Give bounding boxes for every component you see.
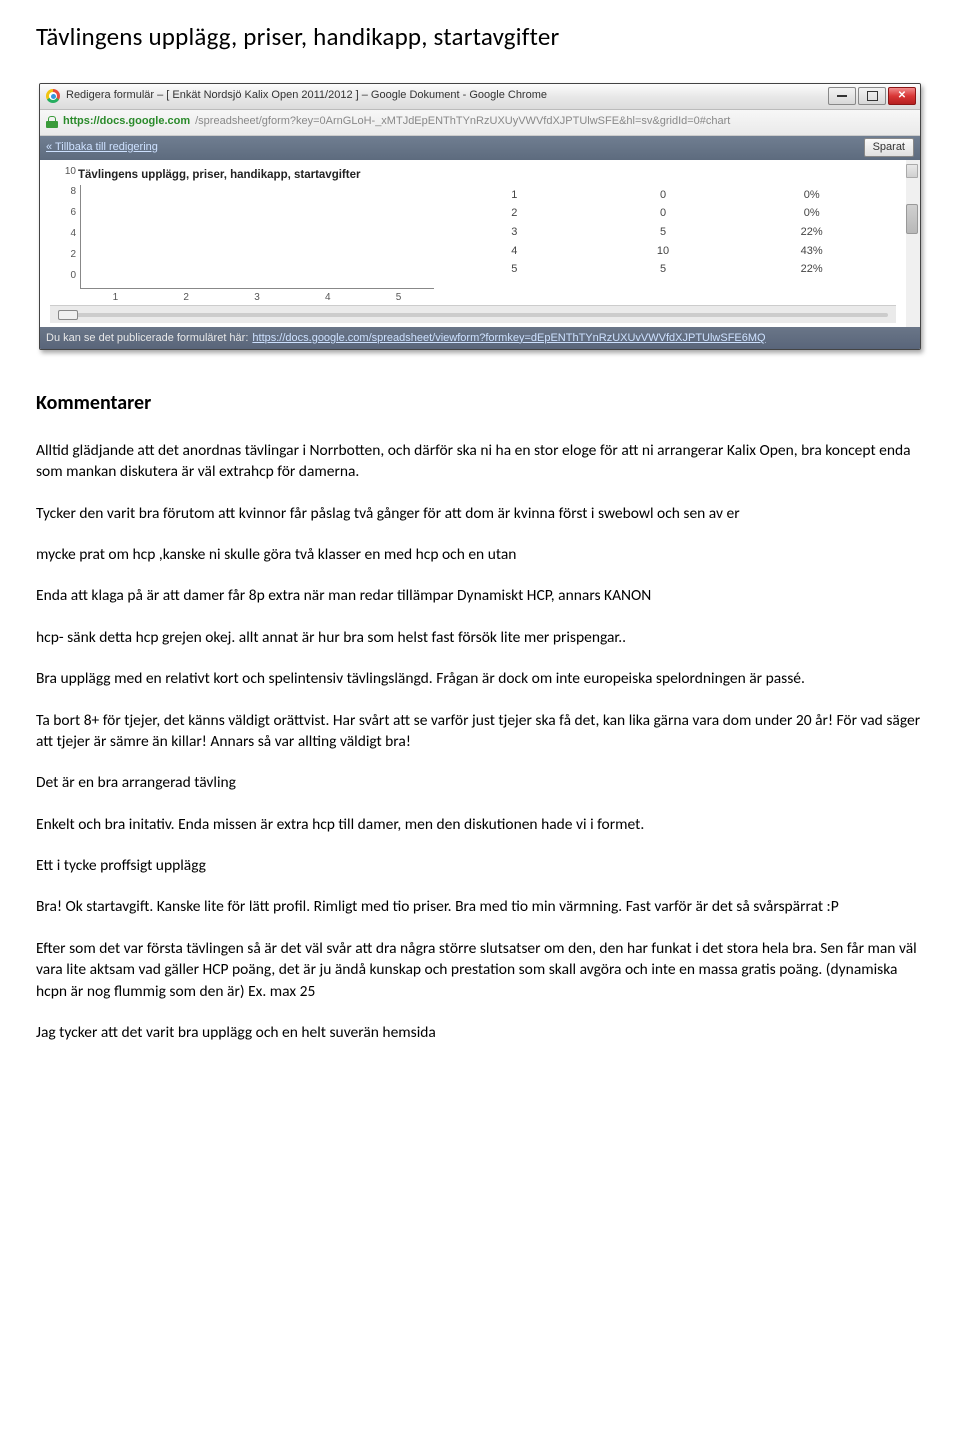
y-tick: 8	[70, 185, 76, 199]
url-host: https://docs.google.com	[63, 114, 190, 129]
table-cell: 22%	[737, 223, 886, 242]
x-label: 5	[363, 291, 434, 305]
saved-button[interactable]: Sparat	[864, 138, 914, 157]
horizontal-scrollbar[interactable]	[58, 313, 888, 317]
minimize-button[interactable]	[828, 87, 856, 105]
y-tick: 0	[70, 269, 76, 283]
window-title: Redigera formulär – [ Enkät Nordsjö Kali…	[66, 88, 822, 103]
comment-paragraph: Bra upplägg med en relativt kort och spe…	[36, 668, 924, 689]
comment-paragraph: Enda att klaga på är att damer får 8p ex…	[36, 585, 924, 606]
published-form-link[interactable]: https://docs.google.com/spreadsheet/view…	[252, 331, 765, 346]
table-cell: 3	[440, 223, 589, 242]
y-tick: 10	[65, 165, 76, 179]
table-cell: 10	[589, 242, 738, 261]
table-cell: 22%	[737, 260, 886, 279]
table-cell: 5	[589, 260, 738, 279]
table-cell: 43%	[737, 242, 886, 261]
comment-paragraph: Alltid glädjande att det anordnas tävlin…	[36, 440, 924, 483]
chart-title: Tävlingens upplägg, priser, handikapp, s…	[78, 168, 440, 184]
x-label: 1	[80, 291, 151, 305]
table-cell: 0	[589, 204, 738, 223]
y-tick: 4	[70, 227, 76, 241]
table-cell: 5	[440, 260, 589, 279]
y-tick: 2	[70, 248, 76, 262]
chart-scroll-row	[50, 305, 896, 323]
address-bar: https://docs.google.com /spreadsheet/gfo…	[40, 110, 920, 136]
table-cell: 1	[440, 186, 589, 205]
chart-area: Tävlingens upplägg, priser, handikapp, s…	[40, 160, 920, 328]
page-title: Tävlingens upplägg, priser, handikapp, s…	[36, 20, 924, 55]
browser-window: Redigera formulär – [ Enkät Nordsjö Kali…	[39, 83, 921, 351]
bar-chart: Tävlingens upplägg, priser, handikapp, s…	[50, 166, 440, 306]
lock-icon	[46, 116, 58, 128]
table-cell: 0%	[737, 186, 886, 205]
comment-paragraph: Tycker den varit bra förutom att kvinnor…	[36, 503, 924, 524]
comments-heading: Kommentarer	[36, 390, 924, 418]
chrome-icon	[46, 89, 60, 103]
close-button[interactable]	[888, 87, 916, 105]
maximize-button[interactable]	[858, 87, 886, 105]
window-titlebar: Redigera formulär – [ Enkät Nordsjö Kali…	[40, 84, 920, 110]
form-footer-bar: Du kan se det publicerade formuläret här…	[40, 327, 920, 349]
url-path: /spreadsheet/gform?key=0ArnGLoH-_xMTJdEp…	[195, 114, 914, 129]
comment-paragraph: Enkelt och bra initativ. Enda missen är …	[36, 814, 924, 835]
table-cell: 5	[589, 223, 738, 242]
chart-data-table: 12345 005105 0%0%22%43%22%	[440, 166, 896, 279]
back-to-edit-link[interactable]: « Tillbaka till redigering	[46, 140, 158, 155]
comment-paragraph: Ett i tycke proffsigt upplägg	[36, 855, 924, 876]
x-label: 2	[151, 291, 222, 305]
comment-paragraph: hcp- sänk detta hcp grejen okej. allt an…	[36, 627, 924, 648]
gdocs-toolbar: « Tillbaka till redigering Sparat	[40, 136, 920, 160]
y-tick: 6	[70, 206, 76, 220]
comment-paragraph: Efter som det var första tävlingen så är…	[36, 938, 924, 1002]
comment-paragraph: mycke prat om hcp ,kanske ni skulle göra…	[36, 544, 924, 565]
comments-list: Alltid glädjande att det anordnas tävlin…	[36, 440, 924, 1043]
comment-paragraph: Ta bort 8+ för tjejer, det känns väldigt…	[36, 710, 924, 753]
x-label: 4	[292, 291, 363, 305]
table-cell: 0	[589, 186, 738, 205]
table-cell: 0%	[737, 204, 886, 223]
comment-paragraph: Bra! Ok startavgift. Kanske lite för lät…	[36, 896, 924, 917]
x-label: 3	[222, 291, 293, 305]
table-cell: 4	[440, 242, 589, 261]
comment-paragraph: Jag tycker att det varit bra upplägg och…	[36, 1022, 924, 1043]
footer-prefix: Du kan se det publicerade formuläret här…	[46, 331, 248, 346]
comment-paragraph: Det är en bra arrangerad tävling	[36, 772, 924, 793]
table-cell: 2	[440, 204, 589, 223]
window-buttons	[828, 87, 916, 105]
